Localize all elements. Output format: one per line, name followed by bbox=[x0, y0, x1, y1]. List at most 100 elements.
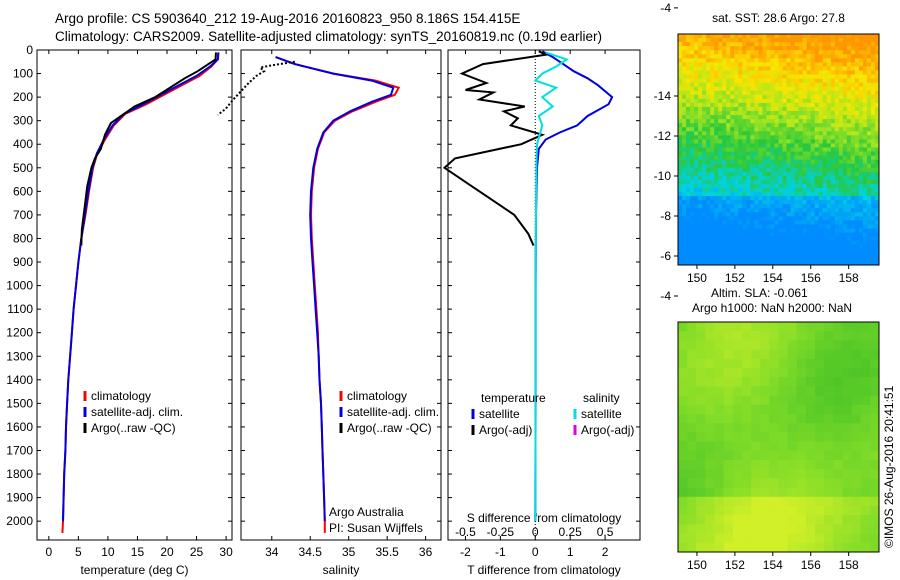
map-cell bbox=[833, 533, 844, 544]
map-cell bbox=[750, 46, 755, 51]
map-cell bbox=[826, 70, 832, 76]
map-cell bbox=[774, 216, 780, 222]
legend-label: Argo(..raw -QC) bbox=[347, 421, 432, 435]
map-cell bbox=[854, 183, 860, 189]
map-cell bbox=[760, 349, 770, 360]
map-cell bbox=[766, 155, 772, 161]
map-cell bbox=[814, 192, 820, 197]
map-cell bbox=[860, 432, 871, 443]
map-cell bbox=[678, 196, 683, 201]
map-cell bbox=[794, 90, 800, 96]
map-cell bbox=[805, 349, 816, 360]
map-cell bbox=[774, 66, 780, 72]
map-cell bbox=[842, 82, 848, 88]
map-cell bbox=[706, 175, 711, 181]
map-cell bbox=[842, 208, 848, 213]
map-cell bbox=[742, 159, 747, 165]
map-cell bbox=[746, 123, 751, 128]
map-cell bbox=[774, 196, 780, 201]
map-cell bbox=[802, 135, 808, 140]
map-cell bbox=[770, 46, 776, 51]
map-cell bbox=[854, 244, 860, 250]
map-cell bbox=[738, 135, 743, 140]
map-cell bbox=[846, 127, 852, 132]
map-cell bbox=[687, 340, 697, 351]
map-cell bbox=[766, 252, 772, 258]
map-cell bbox=[678, 90, 683, 96]
map-cell bbox=[838, 58, 844, 63]
map-cell bbox=[790, 66, 796, 72]
map-cell bbox=[742, 224, 747, 230]
map-cell bbox=[814, 260, 820, 265]
map-cell bbox=[794, 94, 800, 100]
map-cell bbox=[766, 139, 772, 145]
map-cell bbox=[778, 377, 789, 387]
map-cell bbox=[706, 42, 711, 47]
map-cell bbox=[846, 131, 852, 136]
map-cell bbox=[687, 358, 697, 369]
map-cell bbox=[682, 260, 687, 265]
map-cell bbox=[694, 70, 699, 76]
map-cell bbox=[722, 200, 727, 205]
map-cell bbox=[758, 171, 764, 177]
map-cell bbox=[751, 506, 761, 516]
map-cell bbox=[686, 115, 691, 120]
map-cell bbox=[710, 228, 715, 234]
map-cell bbox=[682, 171, 687, 177]
map-cell bbox=[870, 74, 876, 80]
map-cell bbox=[686, 204, 691, 209]
map-cell bbox=[714, 340, 725, 351]
map-cell bbox=[830, 252, 836, 258]
map-cell bbox=[718, 256, 723, 262]
map-cell bbox=[742, 232, 747, 238]
map-cell bbox=[798, 228, 804, 234]
map-cell bbox=[702, 192, 707, 197]
map-cell bbox=[870, 236, 876, 242]
map-cell bbox=[782, 200, 788, 205]
map-cell bbox=[686, 155, 691, 161]
map-cell bbox=[806, 143, 812, 149]
map-cell bbox=[694, 192, 699, 197]
map-cell bbox=[766, 82, 772, 88]
map-cell bbox=[758, 98, 764, 104]
map-cell bbox=[732, 450, 743, 461]
map-cell bbox=[870, 82, 876, 88]
map-cell bbox=[774, 62, 780, 68]
map-cell bbox=[682, 216, 687, 222]
map-cell bbox=[866, 183, 872, 189]
map-cell bbox=[750, 179, 755, 185]
map-cell bbox=[858, 58, 864, 63]
map-cell bbox=[714, 86, 719, 92]
map-cell bbox=[866, 232, 872, 238]
map-cell bbox=[706, 179, 711, 185]
map-cell bbox=[778, 123, 784, 128]
map-cell bbox=[710, 66, 715, 72]
map-cell bbox=[714, 496, 725, 507]
map-cell bbox=[826, 208, 832, 213]
map-cell bbox=[726, 90, 731, 96]
map-cell bbox=[850, 188, 856, 193]
map-cell bbox=[869, 349, 879, 360]
map-cell bbox=[838, 102, 844, 108]
map-cell bbox=[690, 183, 695, 189]
map-cell bbox=[718, 183, 723, 189]
map-cell bbox=[870, 42, 876, 47]
map-cell bbox=[770, 240, 776, 246]
map-cell bbox=[714, 232, 719, 238]
map-cell bbox=[826, 252, 832, 258]
map-cell bbox=[786, 228, 792, 234]
map-cell bbox=[742, 98, 747, 104]
map-cell bbox=[722, 78, 727, 84]
map-cell bbox=[718, 106, 723, 112]
map-cell bbox=[686, 123, 691, 128]
map-cell bbox=[818, 232, 824, 238]
map-cell bbox=[858, 98, 864, 104]
map-cell bbox=[746, 66, 751, 72]
map-cell bbox=[722, 42, 727, 47]
map-cell bbox=[787, 368, 798, 378]
map-cell bbox=[694, 224, 699, 230]
map-cell bbox=[686, 135, 691, 140]
map-cell bbox=[796, 331, 807, 341]
map-cell bbox=[678, 460, 688, 470]
map-cell bbox=[742, 212, 747, 217]
